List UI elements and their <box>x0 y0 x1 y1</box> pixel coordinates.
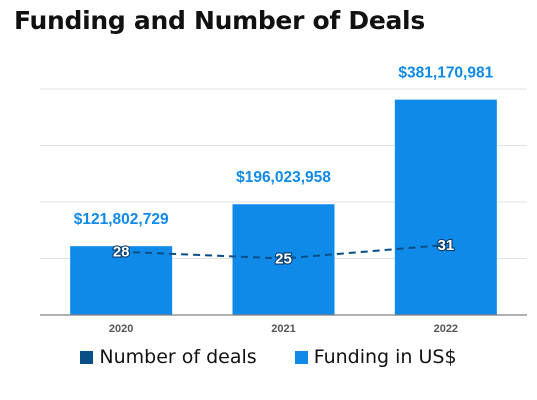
legend-swatch-deals <box>80 350 94 364</box>
chart-legend: Number of deals Funding in US$ <box>0 346 537 368</box>
data-label-funding-2022: $381,170,981 <box>398 65 493 82</box>
legend-label-deals: Number of deals <box>99 346 257 368</box>
bar-funding-2020 <box>70 246 173 315</box>
chart-plot: $121,802,729 $196,023,958 $381,170,981 28 25… <box>40 65 527 335</box>
x-tick-label-2021: 2021 <box>271 323 295 335</box>
data-label-deals-2020: 28 <box>113 244 130 261</box>
line-deals <box>121 243 446 260</box>
bar-funding-2022 <box>394 99 497 315</box>
data-label-deals-2021: 25 <box>275 251 292 268</box>
data-label-funding-2021: $196,023,958 <box>236 169 331 186</box>
chart-title: Funding and Number of Deals <box>14 6 425 35</box>
x-tick-label-2020: 2020 <box>109 323 133 335</box>
x-tick-label-2022: 2022 <box>434 323 458 335</box>
data-label-funding-2020: $121,802,729 <box>74 211 169 228</box>
bar-funding-2021 <box>232 204 335 315</box>
legend-item-funding: Funding in US$ <box>294 346 457 368</box>
legend-item-deals: Number of deals <box>80 346 257 368</box>
legend-swatch-funding <box>294 350 308 364</box>
data-label-deals-2022: 31 <box>437 237 454 254</box>
legend-label-funding: Funding in US$ <box>313 346 457 368</box>
